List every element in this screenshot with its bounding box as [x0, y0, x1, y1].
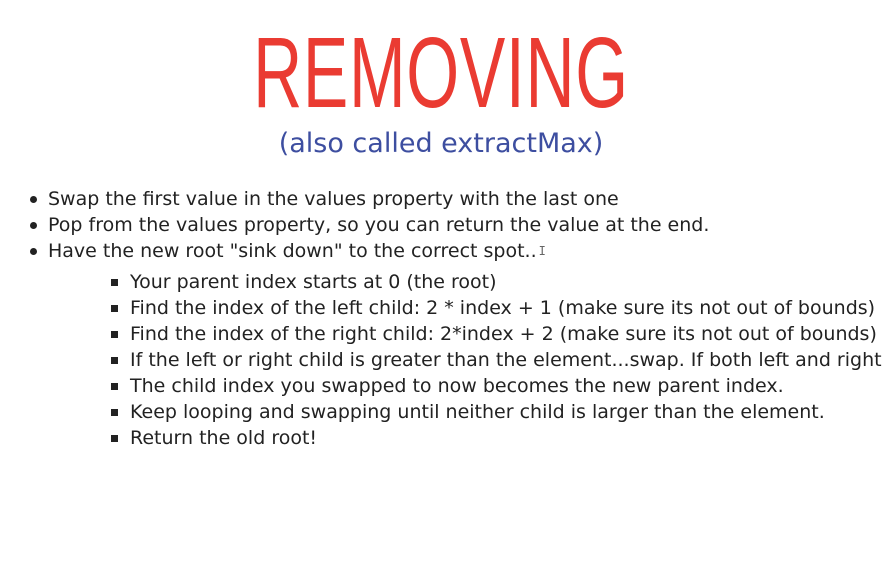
square-bullet-icon — [111, 409, 118, 416]
bullet-list-container: Swap the first value in the values prope… — [0, 186, 882, 452]
sub-list-item-text: Find the index of the left child: 2 * in… — [130, 297, 876, 319]
sub-list-item-text: Keep looping and swapping until neither … — [130, 401, 825, 423]
slide-subtitle: (also called extractMax) — [278, 128, 604, 159]
sub-list-item: Return the old root! — [48, 426, 882, 451]
sub-list-item: The child index you swapped to now becom… — [48, 374, 882, 399]
list-item-text: Have the new root "sink down" to the cor… — [48, 240, 537, 262]
sub-list-item-text: Return the old root! — [130, 427, 318, 449]
square-bullet-icon — [111, 357, 118, 364]
sub-list-item-text: The child index you swapped to now becom… — [130, 375, 784, 397]
sub-list-item: Your parent index starts at 0 (the root) — [48, 270, 882, 295]
sub-list-item-text: If the left or right child is greater th… — [130, 349, 882, 371]
square-bullet-icon — [111, 279, 118, 286]
sub-list-item-text: Find the index of the right child: 2*ind… — [130, 323, 877, 345]
list-item: Swap the first value in the values prope… — [0, 186, 882, 212]
bullet-dot-icon — [30, 222, 37, 229]
list-item-text: Pop from the values property, so you can… — [48, 214, 710, 236]
text-cursor-icon: I — [538, 244, 546, 258]
sub-list-item: Find the index of the right child: 2*ind… — [48, 322, 882, 347]
square-bullet-icon — [111, 383, 118, 390]
slide-title: REMOVING — [253, 17, 629, 129]
sub-list-item: Find the index of the left child: 2 * in… — [48, 296, 882, 321]
bullet-dot-icon — [30, 196, 37, 203]
square-bullet-icon — [111, 305, 118, 312]
list-item: Pop from the values property, so you can… — [0, 212, 882, 238]
sub-list-item: If the left or right child is greater th… — [48, 348, 882, 373]
list-item: Have the new root "sink down" to the cor… — [0, 238, 882, 451]
sub-bullet-list: Your parent index starts at 0 (the root)… — [48, 270, 882, 451]
list-item-text: Swap the first value in the values prope… — [48, 188, 619, 210]
square-bullet-icon — [111, 331, 118, 338]
bullet-dot-icon — [30, 248, 37, 255]
sub-list-item: Keep looping and swapping until neither … — [48, 400, 882, 425]
bullet-list: Swap the first value in the values prope… — [0, 186, 882, 451]
square-bullet-icon — [111, 435, 118, 442]
sub-list-item-text: Your parent index starts at 0 (the root) — [130, 271, 497, 293]
